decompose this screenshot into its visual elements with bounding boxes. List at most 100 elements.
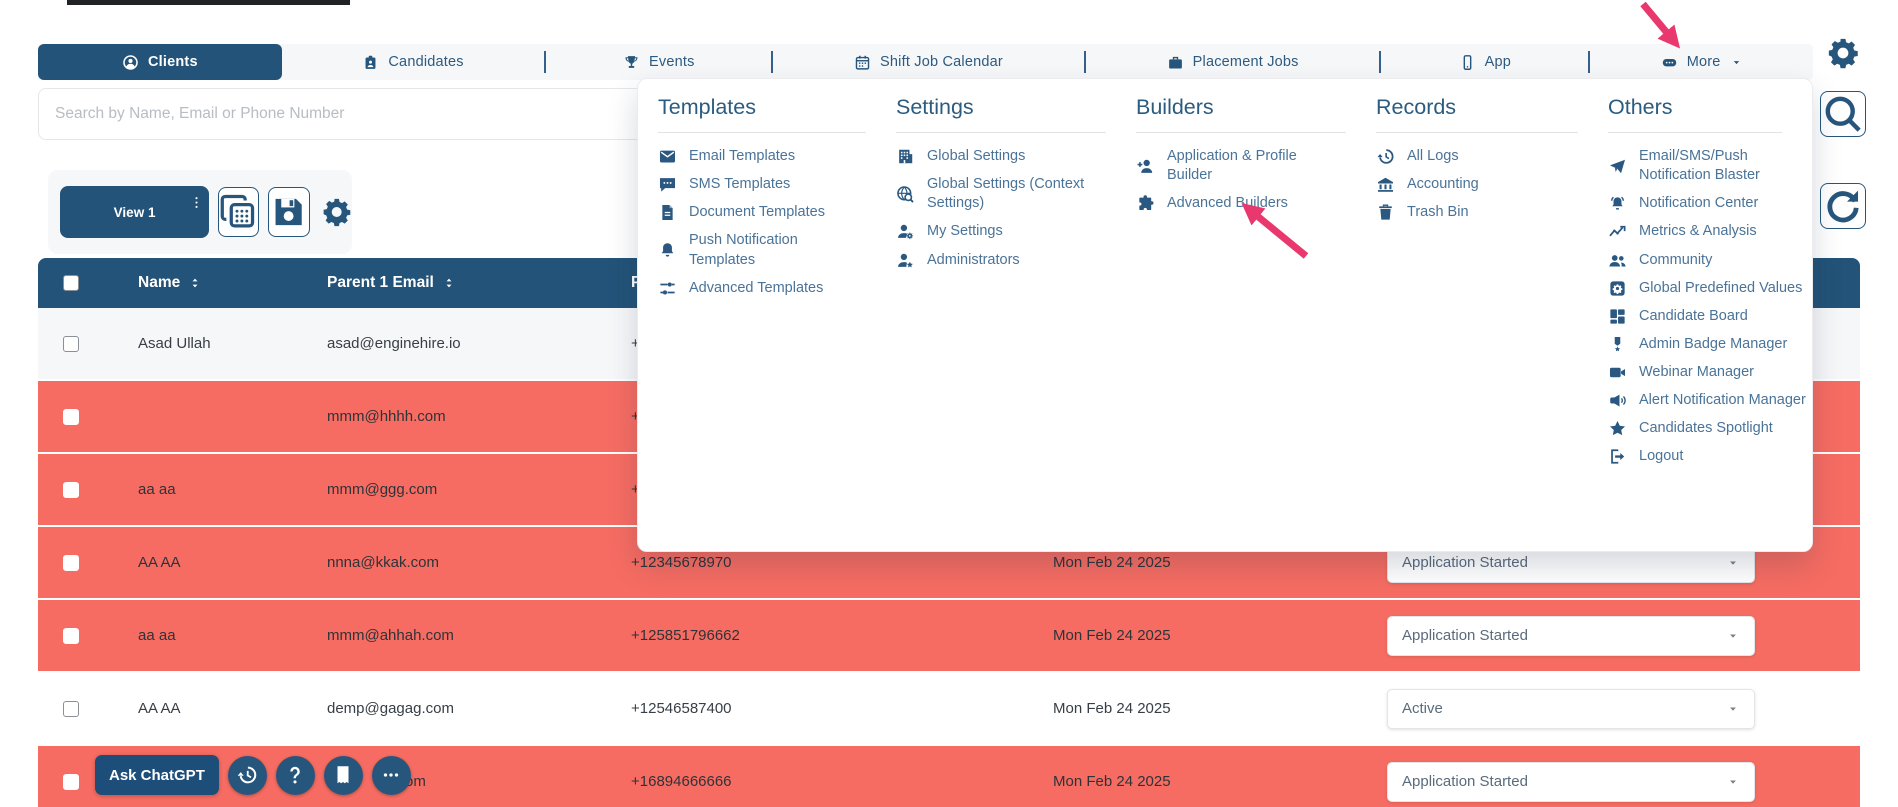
refresh-button[interactable]	[1820, 183, 1866, 229]
menu-item-label: Logout	[1639, 448, 1684, 465]
menu-item-metrics-analysis[interactable]: Metrics & Analysis	[1608, 222, 1812, 241]
nav-item-shift-job-calendar[interactable]: Shift Job Calendar	[773, 44, 1084, 80]
table-header-name[interactable]: Name	[118, 274, 327, 292]
nav-item-label: Clients	[147, 54, 198, 70]
logout-icon	[1608, 447, 1627, 466]
menu-item-trash-bin[interactable]: Trash Bin	[1376, 203, 1608, 222]
copy-icon	[219, 188, 258, 236]
save-icon	[269, 188, 308, 236]
nav-item-app[interactable]: App	[1381, 44, 1588, 80]
status-dropdown-value: Active	[1402, 700, 1443, 717]
row-checkbox[interactable]	[63, 481, 79, 498]
menu-item-candidate-board[interactable]: Candidate Board	[1608, 307, 1812, 326]
nav-item-label: Events	[649, 54, 695, 70]
menu-item-label: Document Templates	[689, 204, 825, 221]
menu-item-email-templates[interactable]: Email Templates	[658, 147, 896, 166]
table-row[interactable]: AA AA demp@gagag.com +12546587400 Mon Feb 2…	[38, 673, 1860, 746]
row-checkbox-cell	[38, 627, 118, 644]
divider	[658, 132, 866, 133]
menu-item-administrators[interactable]: Administrators	[896, 251, 1136, 270]
menu-item-email-sms-push-notification-blaster[interactable]: Email/SMS/Push Notification Blaster	[1608, 147, 1812, 185]
menu-item-global-predefined-values[interactable]: Global Predefined Values	[1608, 279, 1812, 298]
row-checkbox[interactable]	[63, 408, 79, 425]
view-settings-gear-button[interactable]	[321, 196, 352, 228]
menu-item-advanced-templates[interactable]: Advanced Templates	[658, 279, 896, 298]
view-options-dots-icon[interactable]	[189, 193, 204, 212]
client-name-cell: AA AA	[138, 554, 181, 571]
client-date-cell: Mon Feb 24 2025	[1053, 627, 1171, 644]
menu-item-community[interactable]: Community	[1608, 251, 1812, 270]
gear-square-icon	[1608, 279, 1627, 298]
divider	[896, 132, 1106, 133]
history-icon	[1376, 147, 1395, 166]
table-header-label: Name	[138, 274, 181, 291]
row-checkbox[interactable]	[63, 627, 79, 644]
board-icon	[1608, 307, 1627, 326]
table-header-email[interactable]: Parent 1 Email	[327, 274, 631, 292]
menu-item-label: Global Settings (Context Settings)	[927, 176, 1085, 212]
menu-item-push-notification-templates[interactable]: Push Notification Templates	[658, 231, 896, 269]
status-dropdown[interactable]: Active	[1387, 688, 1755, 729]
menu-column-records: Records All Logs Accounting Trash Bin	[1376, 95, 1608, 551]
menu-item-webinar-manager[interactable]: Webinar Manager	[1608, 363, 1812, 382]
menu-item-logout[interactable]: Logout	[1608, 447, 1812, 466]
menu-item-candidates-spotlight[interactable]: Candidates Spotlight	[1608, 419, 1812, 438]
copy-view-button[interactable]	[218, 187, 260, 237]
menu-item-all-logs[interactable]: All Logs	[1376, 147, 1608, 166]
nav-item-label: Placement Jobs	[1192, 54, 1299, 70]
nav-item-candidates[interactable]: Candidates	[282, 44, 545, 80]
row-checkbox[interactable]	[63, 554, 79, 571]
sort-icon	[441, 275, 457, 291]
nav-item-label: Shift Job Calendar	[880, 54, 1003, 70]
settings-gear-button[interactable]	[1826, 36, 1860, 70]
globe-search-icon	[896, 185, 915, 204]
ask-chatgpt-button[interactable]: Ask ChatGPT	[95, 755, 219, 795]
nav-divider	[771, 51, 774, 73]
refresh-icon	[1821, 184, 1865, 228]
menu-item-label: Community	[1639, 251, 1713, 268]
view-button-label: View 1	[113, 204, 156, 220]
building-icon	[896, 147, 915, 166]
nav-item-more[interactable]: More	[1590, 44, 1813, 80]
menu-item-advanced-builders[interactable]: Advanced Builders	[1136, 194, 1376, 213]
help-button[interactable]	[275, 755, 315, 795]
client-name-cell: AA AA	[138, 700, 181, 717]
menu-item-notification-center[interactable]: Notification Center	[1608, 194, 1812, 213]
search-button[interactable]	[1820, 91, 1866, 137]
nav-item-clients[interactable]: Clients	[38, 44, 282, 80]
menu-item-label: Advanced Builders	[1167, 195, 1288, 212]
table-row[interactable]: aa aa mmm@ahhah.com +125851796662 Mon Feb 2…	[38, 600, 1860, 673]
menu-item-document-templates[interactable]: Document Templates	[658, 203, 896, 222]
client-date-cell: Mon Feb 24 2025	[1053, 700, 1171, 717]
menu-item-sms-templates[interactable]: SMS Templates	[658, 175, 896, 194]
history-button[interactable]	[227, 755, 267, 795]
ask-chatgpt-overlay: Ask ChatGPT	[95, 755, 411, 795]
envelope-icon	[658, 147, 677, 166]
menu-item-application-profile-builder[interactable]: Application & Profile Builder	[1136, 147, 1376, 185]
menu-item-label: My Settings	[927, 223, 1003, 240]
divider	[1376, 132, 1578, 133]
menu-column-title: Settings	[896, 95, 974, 119]
receipt-button[interactable]	[323, 755, 363, 795]
status-dropdown[interactable]: Application Started	[1387, 761, 1755, 802]
nav-item-placement-jobs[interactable]: Placement Jobs	[1086, 44, 1380, 80]
menu-item-global-settings[interactable]: Global Settings	[896, 147, 1136, 166]
client-email-cell: mmm@ggg.com	[327, 481, 438, 498]
view-button[interactable]: View 1	[60, 186, 210, 238]
menu-item-accounting[interactable]: Accounting	[1376, 175, 1608, 194]
row-checkbox[interactable]	[63, 700, 79, 717]
row-checkbox[interactable]	[63, 773, 79, 790]
more-button[interactable]	[371, 755, 411, 795]
menu-item-global-settings-context-settings[interactable]: Global Settings (Context Settings)	[896, 175, 1136, 213]
select-all-checkbox[interactable]	[63, 275, 79, 291]
row-checkbox[interactable]	[63, 335, 79, 352]
status-dropdown[interactable]: Application Started	[1387, 615, 1755, 656]
menu-item-my-settings[interactable]: My Settings	[896, 222, 1136, 241]
menu-item-admin-badge-manager[interactable]: Admin Badge Manager	[1608, 335, 1812, 354]
save-view-button[interactable]	[268, 187, 310, 237]
menu-item-alert-notification-manager[interactable]: Alert Notification Manager	[1608, 391, 1812, 410]
client-email-cell: mmm@hhhh.com	[327, 408, 446, 425]
table-header-label: Parent 1 Email	[327, 274, 434, 291]
nav-item-events[interactable]: Events	[546, 44, 771, 80]
